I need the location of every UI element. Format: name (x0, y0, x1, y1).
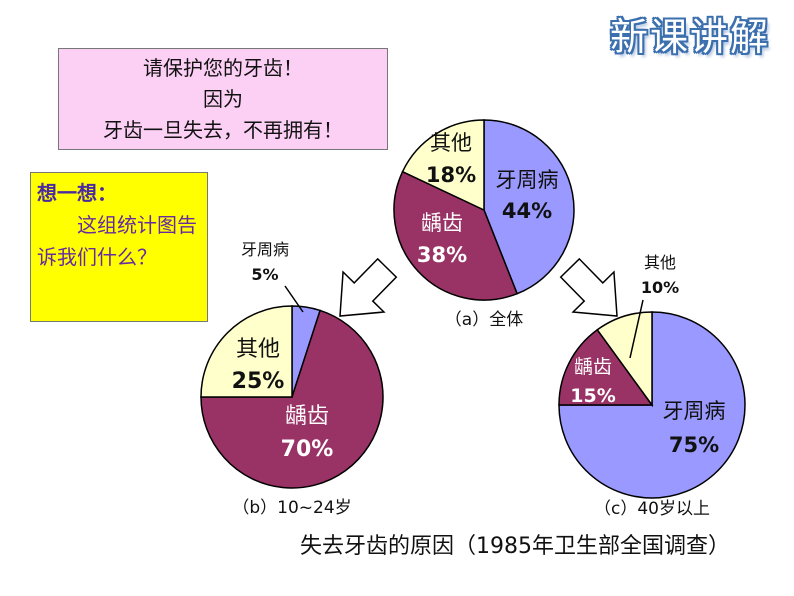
pie-slice (596, 311, 653, 408)
pie-slice (200, 305, 293, 398)
chart-caption: 失去牙齿的原因（1985年卫生部全国调查） (300, 534, 730, 559)
think-title: 想一想： (37, 181, 117, 205)
slice-name-label: 其他 (236, 337, 280, 362)
think-box: 想一想： 这组统计图告诉我们什么？ (30, 172, 208, 322)
slice-name-label: 牙周病 (663, 399, 726, 423)
pie-slice (393, 170, 519, 301)
slice-name-label: 牙周病 (496, 168, 559, 192)
slice-name-label: 牙周病 (241, 240, 289, 259)
slice-name-label: 龋齿 (285, 404, 329, 429)
slice-name-label: 龋齿 (574, 356, 612, 378)
slice-value-label: 5% (251, 265, 278, 284)
slice-value-label: 75% (669, 433, 719, 457)
pie-caption: （c）40岁以上 (594, 499, 710, 519)
pie-slice (558, 328, 654, 406)
arrow-icon (339, 257, 398, 317)
slice-value-label: 44% (502, 199, 552, 223)
slice-name-label: 其他 (430, 131, 472, 155)
pie-slice (558, 311, 746, 499)
slice-value-label: 18% (426, 163, 476, 187)
slice-value-label: 38% (417, 243, 467, 267)
page-title: 新课讲解 (609, 15, 770, 59)
slogan-line: 因为 (203, 87, 243, 111)
pie-slice (401, 119, 485, 212)
slogan-box: 请保护您的牙齿！ 因为 牙齿一旦失去，不再拥有！ (58, 48, 388, 150)
slice-value-label: 70% (281, 437, 334, 462)
think-question: 这组统计图告诉我们什么？ (37, 213, 197, 269)
labels-layer: 牙周病44%龋齿38%其他18%（a）全体牙周病5%龋齿70%其他25%（b）1… (232, 131, 726, 519)
slogan-line: 请保护您的牙齿！ (143, 56, 303, 80)
slice-name-label: 龋齿 (421, 211, 463, 235)
slice-value-label: 10% (641, 278, 679, 297)
pie-slice (483, 119, 575, 295)
pie-caption: （a）全体 (445, 310, 523, 330)
slice-value-label: 25% (232, 369, 285, 394)
arrows-layer (339, 257, 618, 317)
slogan-line: 牙齿一旦失去，不再拥有！ (103, 118, 343, 142)
leader-line (629, 299, 644, 359)
pie-slice (200, 309, 384, 489)
slice-value-label: 15% (570, 385, 615, 407)
pie-caption: （b）10~24岁 (232, 498, 351, 518)
arrow-icon (559, 257, 618, 317)
leader-line (284, 285, 304, 313)
slice-name-label: 其他 (644, 253, 676, 272)
pies-layer (200, 119, 746, 499)
